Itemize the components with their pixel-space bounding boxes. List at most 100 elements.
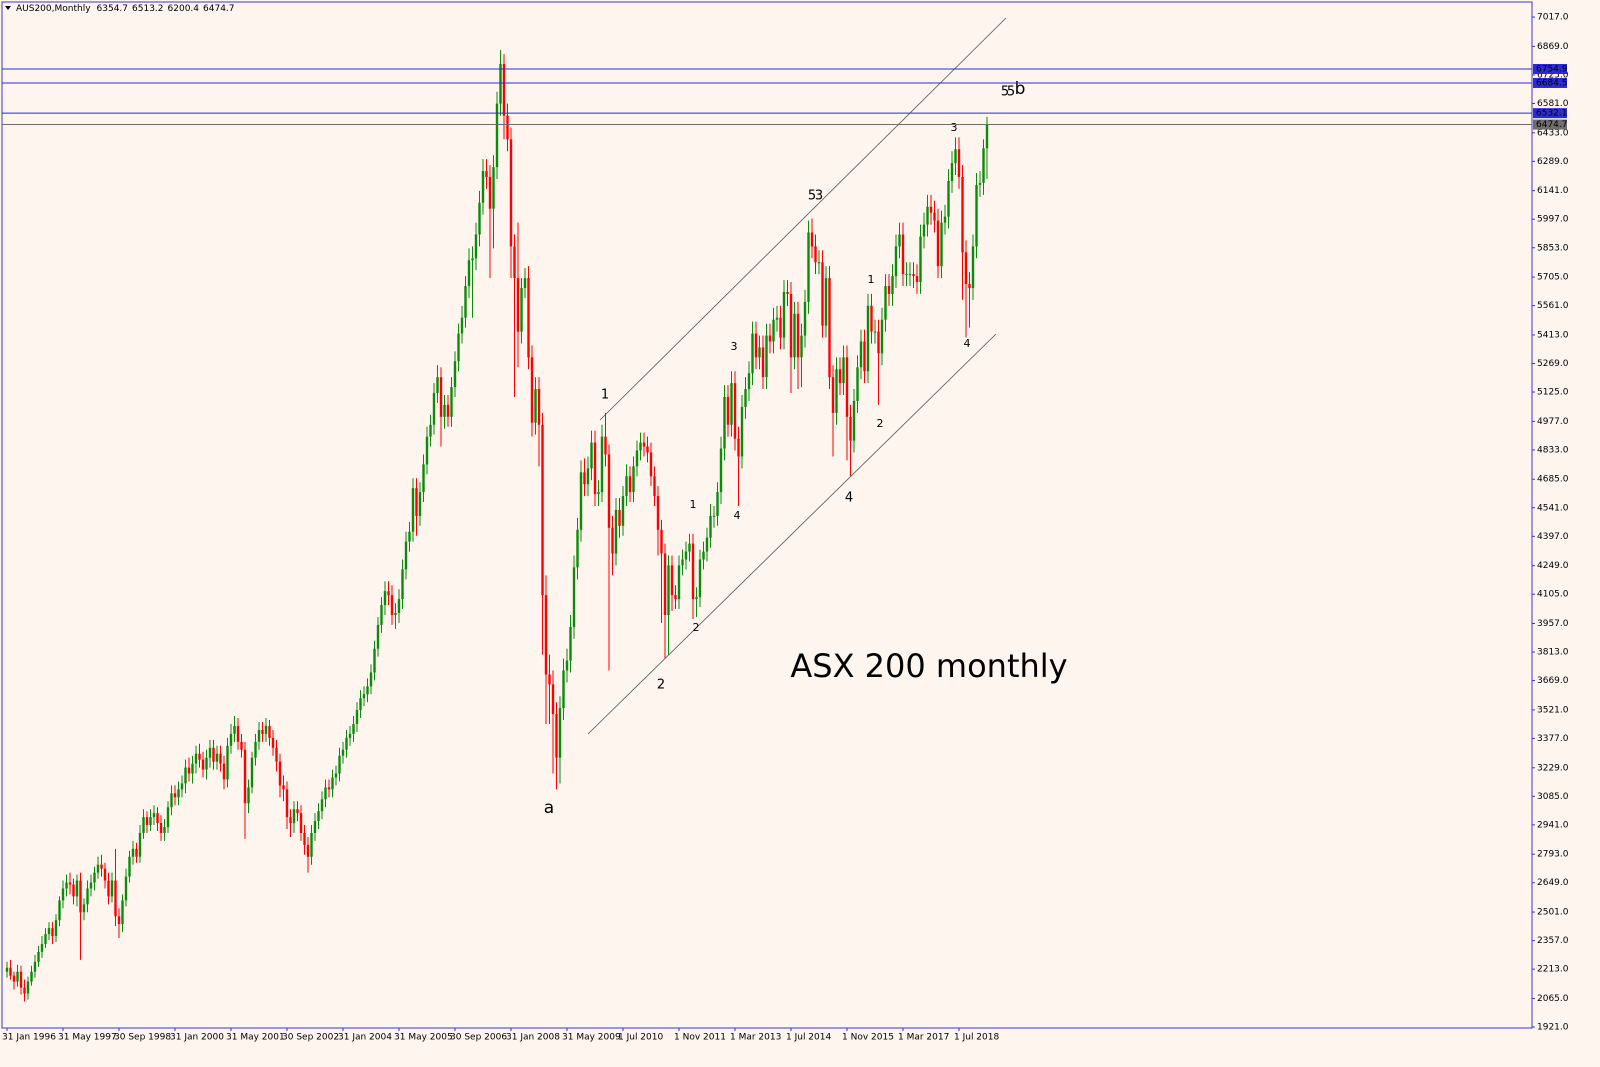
candle-body	[891, 276, 894, 294]
candle-body	[793, 313, 796, 358]
candle-body	[128, 856, 131, 877]
candle-body	[663, 553, 667, 615]
candle-body	[975, 184, 978, 247]
candle-body	[135, 848, 138, 857]
wave-label: b	[1015, 79, 1026, 99]
candle-body	[740, 406, 744, 457]
candle-body	[215, 753, 219, 762]
candle-body	[523, 278, 527, 288]
candle-body	[187, 767, 191, 774]
candle-body	[446, 404, 450, 417]
candle-body	[772, 319, 775, 342]
candle-body	[180, 783, 184, 790]
candle-body	[341, 749, 345, 756]
candle-body	[947, 180, 950, 217]
level-label: 6532.1	[1536, 109, 1568, 119]
y-tick-label: 5125.0	[1537, 388, 1569, 398]
candle-body	[499, 64, 502, 104]
candle-body	[100, 864, 103, 869]
candle-body	[387, 591, 390, 596]
candle-body	[257, 729, 261, 742]
candle-body	[208, 747, 212, 758]
candle-body	[131, 848, 135, 857]
candle-body	[831, 377, 835, 413]
candle-body	[905, 274, 908, 276]
x-tick-label: 31 Jan 2000	[170, 1033, 224, 1043]
candle-body	[404, 541, 408, 570]
candle-body	[761, 347, 765, 378]
candle-body	[65, 882, 68, 889]
candle-body	[254, 741, 257, 758]
candle-body	[611, 527, 614, 554]
candle-body	[593, 442, 597, 495]
candle-body	[422, 464, 425, 493]
candle-body	[236, 725, 240, 742]
candle-body	[646, 446, 649, 453]
candle-body	[929, 206, 933, 213]
candle-body	[978, 182, 982, 185]
wave-label: 5	[1001, 85, 1009, 100]
candle-body	[709, 515, 712, 538]
candle-body	[285, 789, 289, 818]
candle-body	[296, 809, 299, 814]
candle-body	[345, 737, 348, 750]
candle-body	[649, 452, 653, 477]
x-tick-label: 1 Nov 2015	[842, 1033, 894, 1043]
candle-body	[408, 531, 411, 542]
candle-body	[926, 206, 929, 225]
wave-label: 4	[845, 491, 853, 506]
level-label: 6684.5	[1536, 78, 1568, 88]
candle-body	[170, 793, 173, 808]
candle-body	[737, 438, 740, 457]
candle-body	[653, 476, 656, 497]
candle-body	[212, 747, 215, 762]
candle-body	[5, 967, 9, 972]
candle-body	[89, 882, 93, 889]
price-label-box	[1533, 119, 1567, 130]
candle-body	[198, 753, 201, 760]
wave-label: 4	[964, 337, 971, 350]
candle-body	[243, 749, 247, 804]
candle-body	[828, 278, 831, 378]
candle-body	[474, 234, 478, 259]
candle-body	[712, 515, 716, 517]
candle-body	[502, 64, 506, 116]
candle-body	[702, 551, 705, 560]
candle-body	[303, 832, 306, 845]
candle-body	[229, 733, 233, 746]
candle-body	[443, 404, 446, 417]
candle-body	[369, 672, 373, 687]
candle-body	[261, 729, 264, 734]
candle-body	[880, 319, 884, 354]
x-tick-label: 31 May 1997	[58, 1033, 117, 1043]
candle-body	[61, 888, 65, 901]
menu-arrow[interactable]	[5, 6, 11, 10]
candle-body	[429, 424, 432, 437]
candle-body	[495, 103, 499, 168]
y-tick-label: 1921.0	[1537, 1023, 1569, 1033]
y-tick-label: 4977.0	[1537, 417, 1569, 427]
level-label-box	[1533, 77, 1567, 88]
x-tick-label: 30 Sep 1998	[114, 1033, 171, 1043]
candle-body	[576, 529, 579, 568]
candle-body	[201, 759, 205, 770]
candle-body	[849, 416, 852, 441]
wave-label: 5	[1007, 85, 1015, 100]
candle-body	[642, 442, 646, 447]
candle-body	[604, 436, 607, 455]
wave-label: 1	[690, 498, 697, 511]
candle-body	[898, 234, 901, 247]
candle-body	[373, 648, 376, 673]
candle-body	[282, 785, 285, 790]
candle-body	[425, 436, 429, 465]
candle-body	[264, 725, 268, 734]
candle-body	[436, 377, 439, 394]
wave-label: 1	[601, 388, 609, 403]
candle-body	[544, 595, 548, 675]
candle-body	[810, 232, 814, 247]
candle-body	[723, 396, 726, 449]
y-tick-label: 4685.0	[1537, 475, 1569, 485]
candle-body	[751, 333, 754, 374]
candle-body	[439, 377, 443, 417]
candle-body	[471, 258, 474, 261]
